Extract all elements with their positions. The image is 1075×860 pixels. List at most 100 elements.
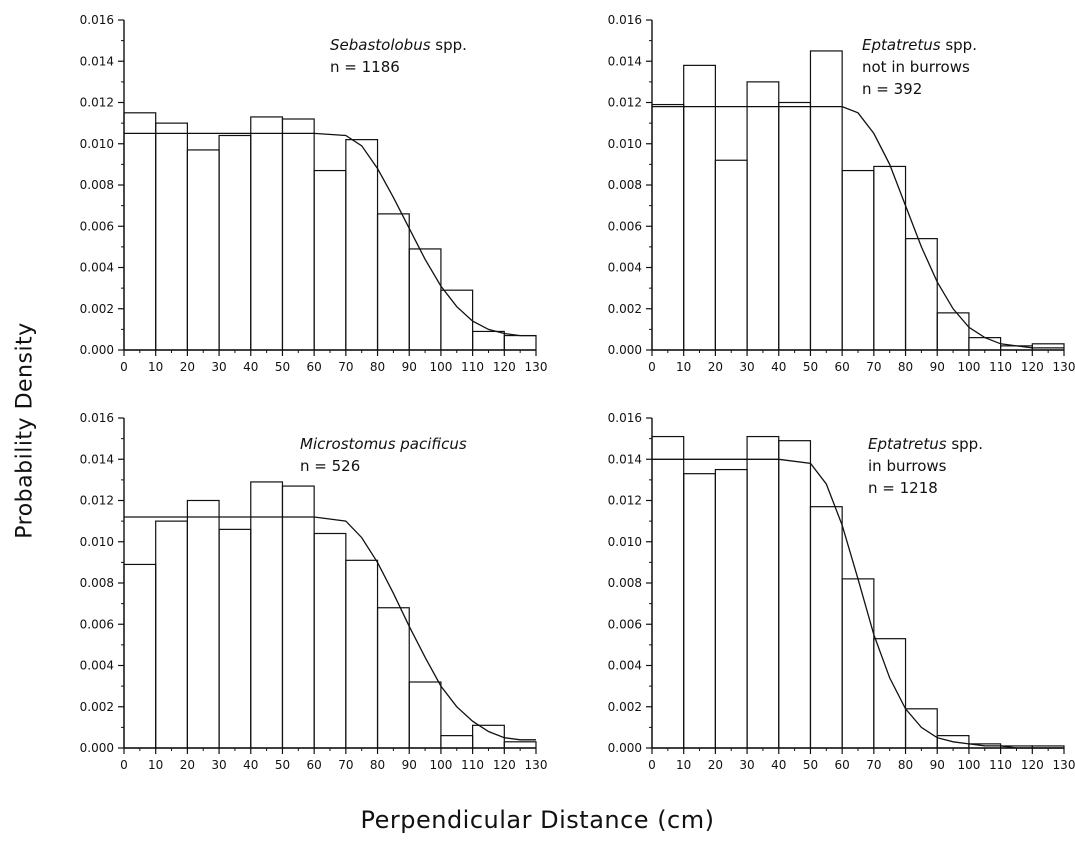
histogram-bar <box>250 116 284 351</box>
y-tick-label: 0.006 <box>80 219 114 233</box>
histogram-bar <box>155 520 188 749</box>
histogram-bar <box>809 506 843 749</box>
histogram-bar <box>408 681 442 749</box>
x-tick-label: 0 <box>120 758 128 772</box>
histogram-bar <box>281 485 315 749</box>
x-tick-label: 30 <box>739 758 754 772</box>
y-tick-label: 0.014 <box>80 452 114 466</box>
y-tick-label: 0.002 <box>608 700 642 714</box>
panel-annotation: n = 1186 <box>330 58 400 76</box>
x-tick-label: 80 <box>370 758 385 772</box>
x-tick-label: 10 <box>148 758 163 772</box>
histogram-bar <box>778 101 812 351</box>
panel-annotation: n = 526 <box>300 457 360 475</box>
x-tick-label: 90 <box>402 360 417 374</box>
x-tick-label: 120 <box>1021 360 1044 374</box>
x-tick-label: 100 <box>957 758 980 772</box>
annotation-text: spp. <box>947 435 983 453</box>
histogram-bar <box>746 81 780 351</box>
histogram-bar <box>313 532 347 749</box>
x-tick-label: 90 <box>930 758 945 772</box>
y-tick-label: 0.014 <box>608 452 642 466</box>
histogram-bar <box>313 169 347 351</box>
panel-annotation: not in burrows <box>862 58 970 76</box>
y-tick-label: 0.006 <box>608 617 642 631</box>
panel-annotation: in burrows <box>868 457 947 475</box>
annotation-text: n = 1218 <box>868 479 938 497</box>
y-tick-label: 0.012 <box>80 96 114 110</box>
histogram-bar <box>683 64 716 351</box>
y-tick-label: 0.000 <box>608 343 642 357</box>
y-tick-label: 0.016 <box>608 13 642 27</box>
fitted-detection-curve <box>124 132 536 337</box>
fitted-detection-curve <box>652 105 1064 349</box>
x-tick-label: 0 <box>648 758 656 772</box>
y-tick-label: 0.004 <box>608 659 642 673</box>
histogram-bar <box>186 499 220 749</box>
histogram-bar <box>841 578 875 749</box>
histogram-bar <box>123 112 157 351</box>
histogram-bar <box>376 213 410 351</box>
panel-annotation: n = 1218 <box>868 479 938 497</box>
x-tick-label: 90 <box>930 360 945 374</box>
y-tick-label: 0.010 <box>80 535 114 549</box>
x-tick-label: 20 <box>708 360 723 374</box>
histogram-bar <box>218 528 252 749</box>
panel-bottom-left: 0.000 0.002 0.004 0.006 0.008 0.010 0.012 0.014… <box>80 411 548 772</box>
x-axis-label: Perpendicular Distance (cm) <box>360 806 715 834</box>
histogram-bar <box>345 559 379 749</box>
x-tick-label: 30 <box>739 360 754 374</box>
species-name: Microstomus pacificus <box>300 435 467 453</box>
histogram-bar <box>440 735 474 749</box>
y-tick-label: 0.016 <box>80 13 114 27</box>
x-tick-label: 70 <box>866 758 881 772</box>
y-tick-label: 0.014 <box>80 54 114 68</box>
y-tick-label: 0.012 <box>608 96 642 110</box>
x-tick-label: 10 <box>676 360 691 374</box>
x-tick-label: 80 <box>898 360 913 374</box>
x-tick-label: 50 <box>803 360 818 374</box>
y-tick-label: 0.000 <box>608 741 642 755</box>
histogram-bar <box>809 50 843 351</box>
x-tick-label: 60 <box>835 758 850 772</box>
x-tick-label: 130 <box>1053 758 1075 772</box>
x-tick-label: 60 <box>307 758 322 772</box>
histogram-bar <box>123 563 157 749</box>
annotation-text: n = 1186 <box>330 58 400 76</box>
y-tick-label: 0.002 <box>608 302 642 316</box>
histogram-bar <box>503 741 537 749</box>
histogram-bar <box>218 134 252 351</box>
y-tick-label: 0.004 <box>80 659 114 673</box>
panel-top-right: 0.000 0.002 0.004 0.006 0.008 0.010 0.012 0.014… <box>608 13 1075 374</box>
histogram-bar <box>714 159 748 351</box>
histogram-bar <box>651 103 685 351</box>
annotation-text: spp. <box>941 36 977 54</box>
y-tick-label: 0.010 <box>80 137 114 151</box>
x-tick-label: 30 <box>211 758 226 772</box>
histogram-bar <box>936 312 970 351</box>
y-tick-label: 0.010 <box>608 535 642 549</box>
x-tick-label: 120 <box>493 360 516 374</box>
x-tick-label: 120 <box>1021 758 1044 772</box>
y-tick-label: 0.000 <box>80 343 114 357</box>
x-tick-label: 70 <box>338 360 353 374</box>
x-tick-label: 110 <box>461 758 484 772</box>
histogram-bar <box>281 118 315 351</box>
x-tick-label: 110 <box>989 360 1012 374</box>
y-tick-label: 0.000 <box>80 741 114 755</box>
x-tick-label: 50 <box>275 758 290 772</box>
histogram-bar <box>778 440 812 749</box>
y-tick-label: 0.010 <box>608 137 642 151</box>
x-tick-label: 50 <box>803 758 818 772</box>
panel-annotation: n = 392 <box>862 80 922 98</box>
x-tick-label: 110 <box>989 758 1012 772</box>
x-tick-label: 60 <box>835 360 850 374</box>
species-name: Eptatretus <box>862 36 941 54</box>
histogram-bar <box>968 337 1002 351</box>
x-tick-label: 10 <box>676 758 691 772</box>
y-tick-label: 0.008 <box>80 178 114 192</box>
x-tick-label: 130 <box>1053 360 1075 374</box>
histogram-bar <box>472 330 505 351</box>
x-tick-label: 110 <box>461 360 484 374</box>
panel-annotation: Microstomus pacificus <box>300 435 467 453</box>
